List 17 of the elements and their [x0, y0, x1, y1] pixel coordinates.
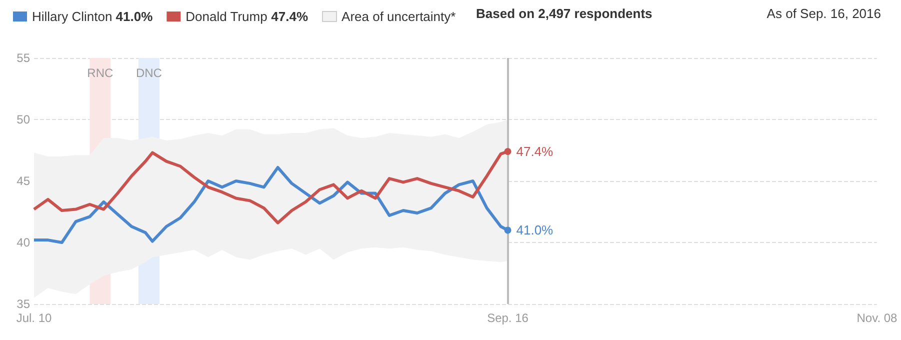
x-tick-label: Nov. 08	[856, 311, 898, 325]
x-tick-label: Jul. 10	[16, 311, 52, 325]
y-tick-label: 50	[16, 112, 30, 126]
data-label: 47.4%	[516, 144, 554, 159]
y-tick-label: 40	[16, 236, 30, 250]
y-tick-label: 45	[16, 174, 30, 188]
legend-label: Donald Trump 47.4%	[186, 9, 308, 24]
x-tick-label: Sep. 16	[487, 311, 529, 325]
legend-label: Area of uncertainty*	[342, 9, 456, 24]
text: As of Sep. 16, 2016	[766, 6, 882, 21]
y-tick-label: 55	[16, 51, 30, 65]
legend-label: Hillary Clinton 41.0%	[32, 9, 154, 24]
text: Based on 2,497 respondents	[476, 6, 652, 21]
y-tick-label: 35	[16, 297, 30, 311]
band-label: DNC	[136, 66, 162, 80]
data-label: 41.0%	[516, 222, 554, 238]
band-label: RNC	[87, 66, 114, 80]
